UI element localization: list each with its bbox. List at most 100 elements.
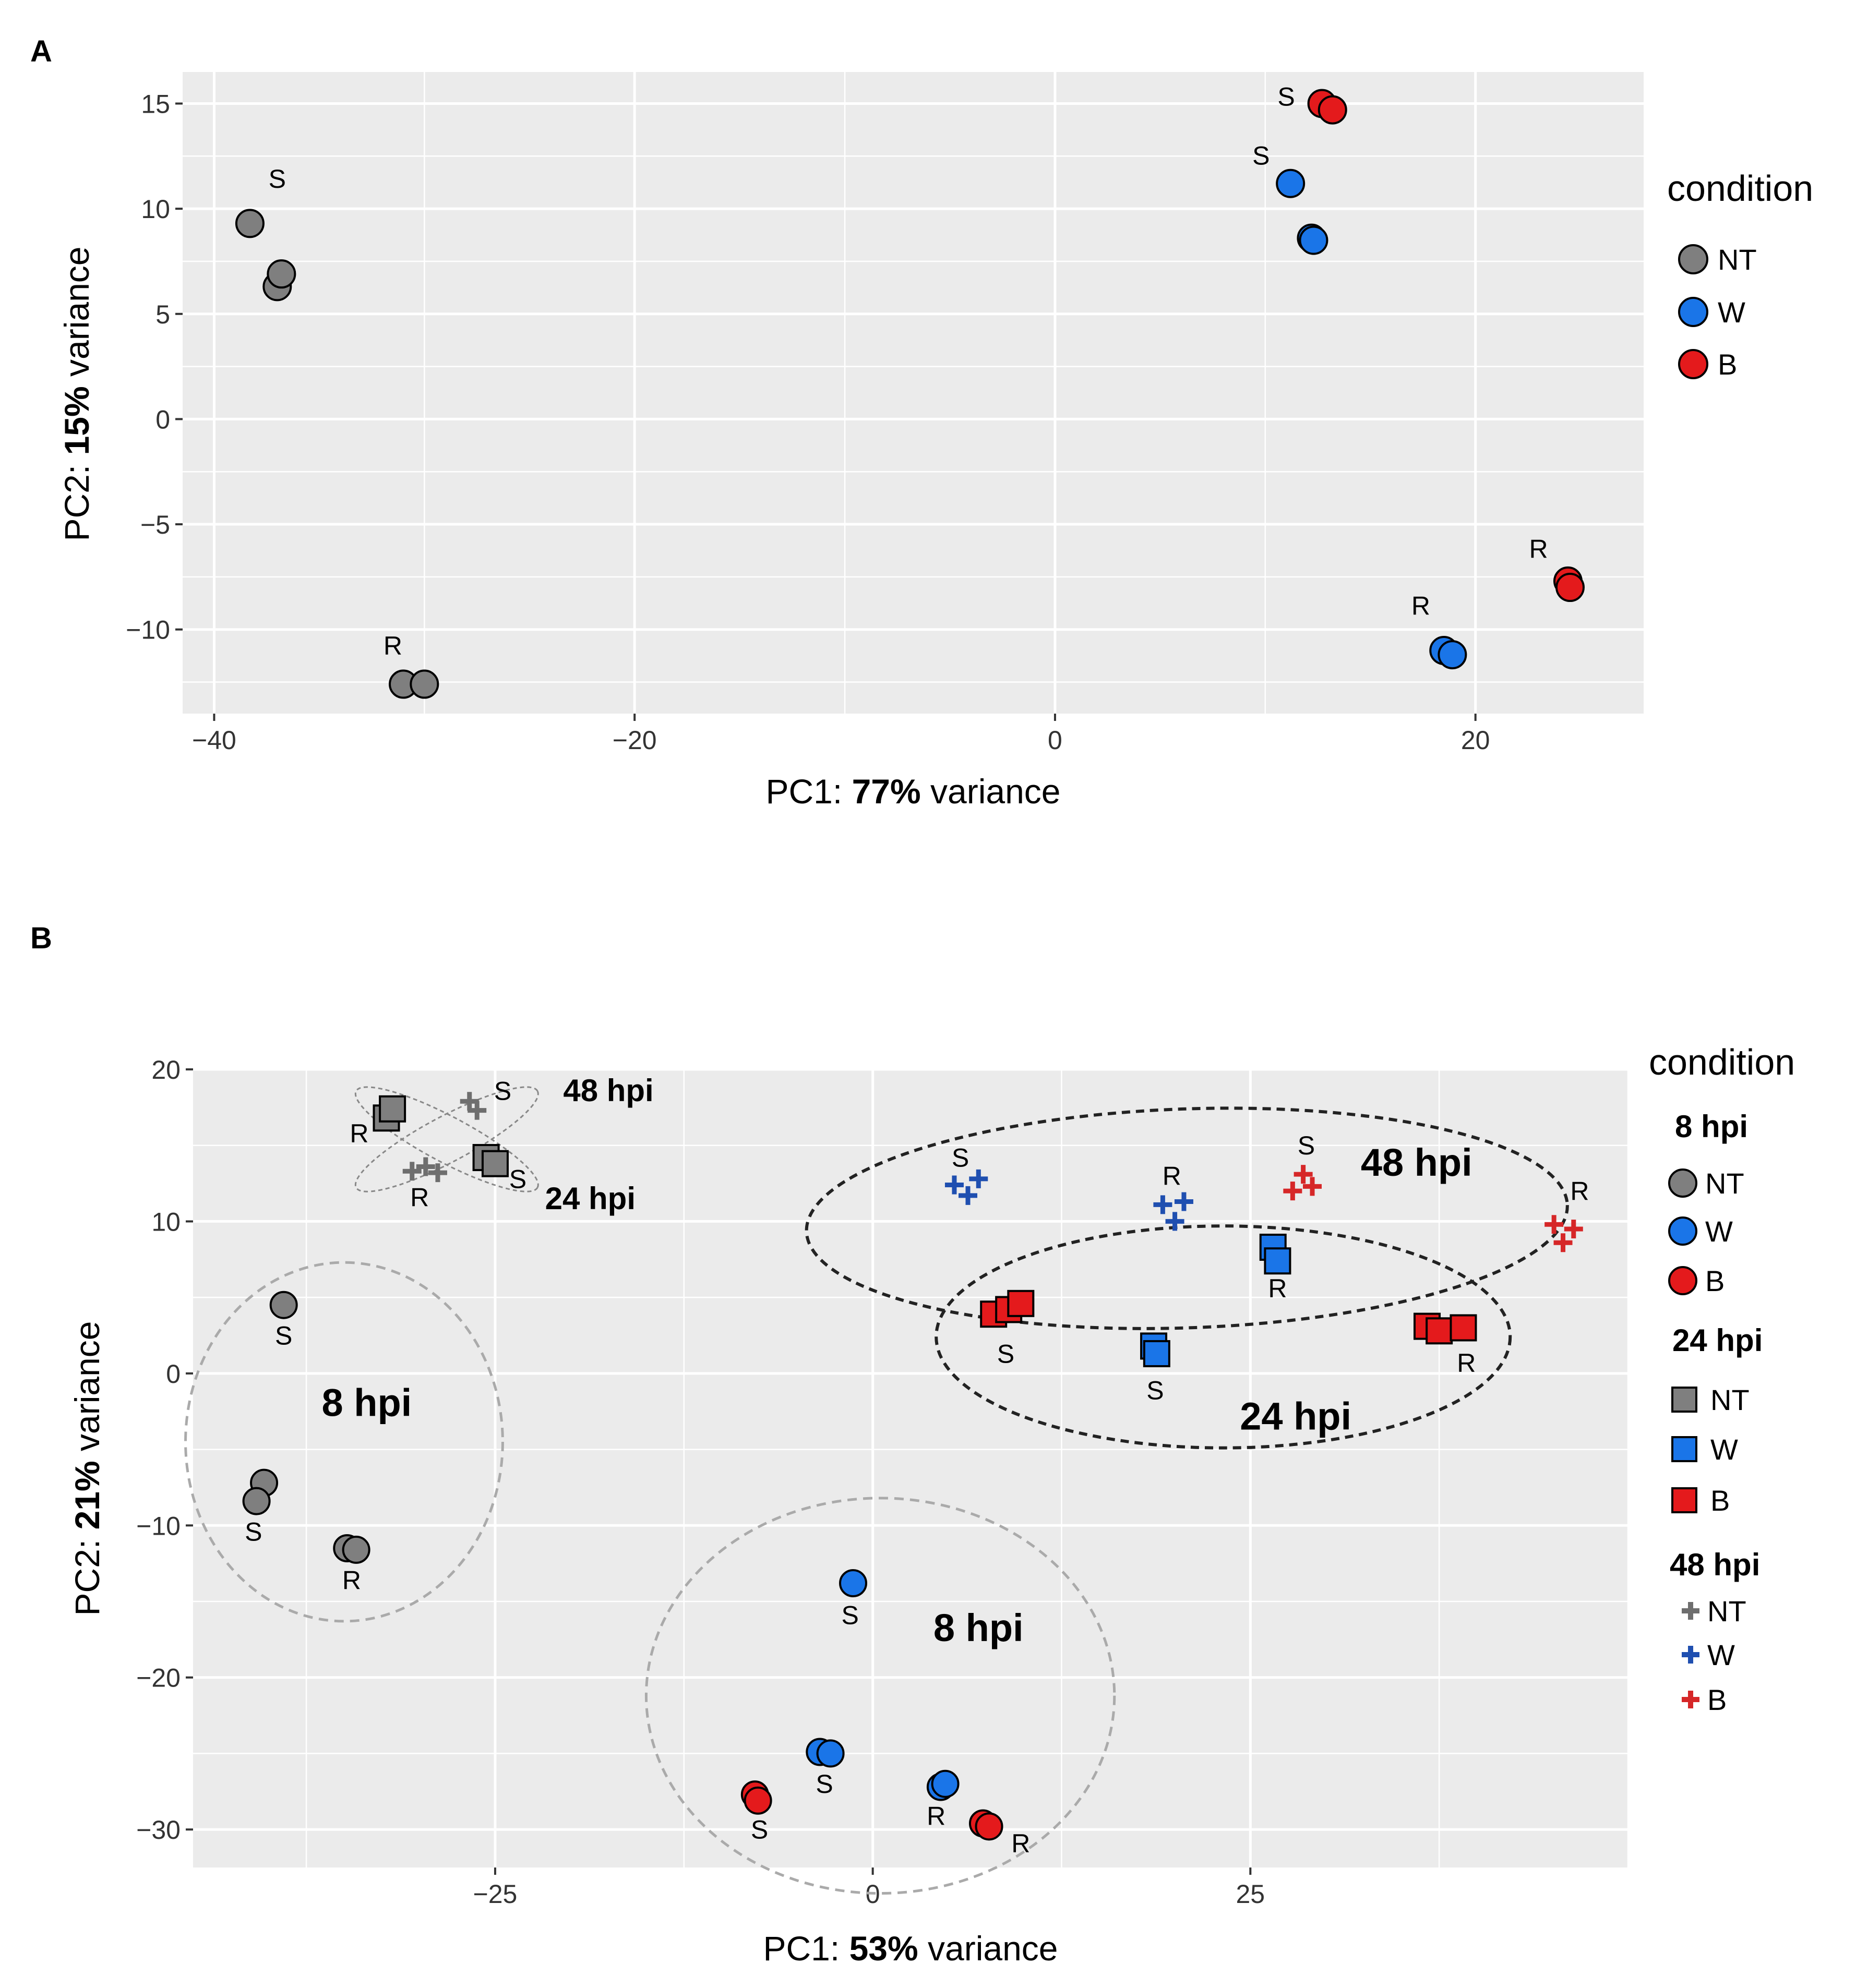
annotation-label: 48 hpi [563, 1073, 653, 1108]
legend-b-48hpi-b-marker [1682, 1691, 1699, 1708]
panel-a-ylabel-prefix: PC2: [57, 455, 96, 541]
legend-b-48hpi-nt-marker [1682, 1602, 1699, 1620]
panel-a-xlabel-suffix: variance [921, 772, 1061, 811]
data-point-square [1007, 1290, 1035, 1317]
data-point-cross [944, 1175, 964, 1195]
x-tick-label: 20 [1461, 726, 1490, 755]
panel-a-xlabel-bold: 77% [852, 772, 921, 811]
panel-b-xlabel-bold: 53% [849, 1929, 918, 1968]
data-point-cross [416, 1157, 435, 1176]
data-point-circle [242, 1487, 271, 1515]
panel-b-legend: condition 8 hpi NT W B 24 hpi NT W B 48 … [1649, 1042, 1795, 1716]
panel-a-x-axis-title: PC1: 77% variance [766, 772, 1061, 811]
annotation-label: R [1570, 1177, 1589, 1206]
annotation-label: 8 hpi [933, 1606, 1024, 1649]
panel-a-legend-title: condition [1667, 168, 1813, 209]
cluster-ellipse [644, 1497, 1116, 1895]
data-point-circle [267, 259, 296, 289]
legend-b-48hpi-nt-label: NT [1707, 1595, 1746, 1628]
x-tick-label: 25 [1236, 1879, 1265, 1909]
annotation-label: R [1529, 535, 1548, 564]
annotation-label: R [350, 1119, 368, 1148]
panel-b-xlabel-suffix: variance [918, 1929, 1058, 1968]
y-tick-label: −10 [136, 1511, 181, 1540]
annotation-label: S [1146, 1376, 1164, 1405]
panel-b-y-axis-title: PC2: 21% variance [68, 1321, 106, 1616]
panel-b-points [242, 1092, 1583, 1841]
x-tick-label: −40 [192, 726, 236, 755]
annotation-label: R [1011, 1829, 1030, 1858]
data-point-cross [1303, 1177, 1322, 1196]
data-point-circle [931, 1769, 960, 1798]
annotation-label: S [1277, 82, 1295, 112]
annotation-label: R [410, 1183, 429, 1212]
panel-b-ylabel-prefix: PC2: [68, 1529, 106, 1616]
legend-a-b-marker [1678, 349, 1708, 379]
panel-b-xlabel-prefix: PC1: [763, 1929, 849, 1968]
panel-a-letter: A [30, 34, 52, 68]
legend-b-8hpi-w-label: W [1705, 1215, 1733, 1248]
data-point-circle [410, 669, 439, 699]
legend-a-nt-label: NT [1718, 243, 1757, 276]
data-point-square [481, 1150, 509, 1177]
data-point-cross [969, 1169, 988, 1188]
panel-a-xlabel-prefix: PC1: [766, 772, 852, 811]
y-tick-label: −30 [136, 1815, 181, 1845]
data-point-cross [1153, 1195, 1172, 1214]
annotation-label: R [927, 1801, 945, 1830]
legend-b-24hpi-nt-label: NT [1710, 1383, 1750, 1416]
cluster-ellipse [354, 1086, 539, 1192]
legend-b-48hpi-b-label: B [1707, 1683, 1727, 1716]
panel-b-ylabel-suffix: variance [68, 1321, 106, 1461]
legend-b-48hpi-w-label: W [1707, 1638, 1735, 1671]
y-tick-label: 0 [155, 405, 170, 434]
data-point-circle [975, 1812, 1003, 1841]
panel-b-legend-title: condition [1649, 1042, 1795, 1082]
panel-b-annotations: S S R S S R S R R S R S S R S R R S S R 48 hpi 24 hpi 8 hpi 8 h… [245, 1073, 1589, 1858]
data-point-circle [1276, 168, 1306, 198]
annotation-label: 24 hpi [545, 1181, 636, 1216]
x-tick-label: −25 [473, 1879, 518, 1909]
annotation-label: S [952, 1143, 969, 1173]
legend-b-48hpi-title: 48 hpi [1670, 1547, 1760, 1582]
data-point-square [1450, 1314, 1477, 1342]
legend-b-24hpi-title: 24 hpi [1672, 1323, 1763, 1358]
data-point-circle [744, 1786, 772, 1815]
panel-b-letter: B [30, 921, 52, 955]
annotation-label: S [842, 1601, 859, 1630]
panel-a-tick-labels: −40 −20 0 20 −10 −5 0 5 10 15 [126, 89, 1490, 755]
annotation-label: 8 hpi [322, 1381, 412, 1424]
y-tick-label: 10 [141, 195, 170, 224]
annotation-label: S [269, 164, 286, 194]
data-point-cross [1174, 1192, 1193, 1211]
panel-b-x-axis-title: PC1: 53% variance [763, 1929, 1058, 1968]
data-point-cross [1294, 1165, 1313, 1184]
legend-a-b-label: B [1718, 348, 1737, 381]
y-tick-label: −5 [140, 510, 170, 539]
annotation-label: R [384, 631, 402, 660]
annotation-label: S [245, 1517, 262, 1546]
data-point-square [1143, 1340, 1170, 1367]
data-point-cross [1564, 1220, 1583, 1238]
annotation-label: 24 hpi [1240, 1395, 1351, 1438]
y-tick-label: 10 [151, 1207, 181, 1236]
data-point-square [1426, 1317, 1453, 1345]
annotation-label: S [275, 1321, 292, 1350]
data-point-square [379, 1095, 406, 1123]
legend-b-8hpi-nt-marker [1668, 1168, 1697, 1198]
data-point-circle [1299, 225, 1328, 255]
legend-b-8hpi-b-marker [1668, 1266, 1697, 1295]
annotation-label: S [1252, 141, 1270, 170]
legend-a-w-label: W [1718, 296, 1745, 329]
data-point-square [1264, 1247, 1291, 1275]
legend-a-nt-marker [1678, 244, 1708, 274]
annotation-label: S [509, 1164, 526, 1194]
panel-a-legend: condition NT W B [1667, 168, 1813, 381]
annotation-label: S [997, 1339, 1014, 1368]
x-tick-label: −20 [613, 726, 657, 755]
legend-b-8hpi-title: 8 hpi [1675, 1109, 1748, 1144]
cluster-ellipse [184, 1261, 504, 1623]
data-point-cross [1283, 1182, 1302, 1201]
